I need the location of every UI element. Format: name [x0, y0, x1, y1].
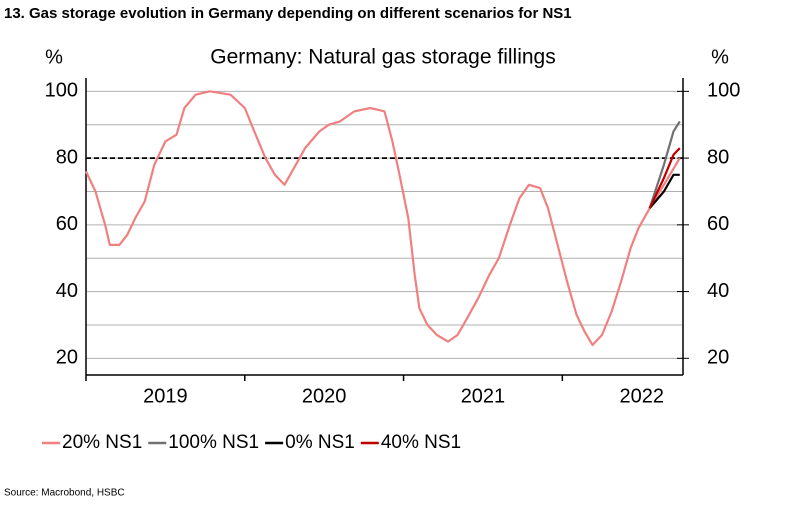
chart-title: Germany: Natural gas storage fillings [210, 46, 556, 69]
y-tick-label: 20 [56, 347, 78, 369]
y2-tick-label: 100 [707, 80, 740, 102]
x-tick-label: 2019 [143, 385, 188, 407]
y-tick-label: 100 [45, 80, 78, 102]
series-line [648, 120, 681, 209]
series-line [648, 147, 681, 209]
y2-tick-label: 80 [707, 146, 729, 168]
source: Source: Macrobond, HSBC [4, 488, 125, 499]
legend-label: 40% NS1 [381, 432, 461, 453]
header: 13. Gas storage evolution in Germany dep… [4, 5, 572, 22]
series-line [85, 90, 681, 347]
y-tick-label: 80 [56, 146, 78, 168]
y2-tick-label: 20 [707, 347, 729, 369]
series-line [648, 173, 680, 209]
y2-tick-label: 40 [707, 280, 729, 302]
y-axis-label: % [45, 46, 63, 68]
y2-axis-label: % [711, 46, 729, 68]
x-tick-label: 2022 [619, 385, 664, 407]
y-tick-label: 40 [56, 280, 78, 302]
y2-tick-label: 60 [707, 213, 729, 235]
x-tick-label: 2020 [302, 385, 347, 407]
y-tick-label: 60 [56, 213, 78, 235]
legend-label: 20% NS1 [62, 432, 142, 453]
legend-label: 0% NS1 [285, 432, 355, 453]
legend-label: 100% NS1 [168, 432, 259, 453]
x-tick-label: 2021 [461, 385, 506, 407]
